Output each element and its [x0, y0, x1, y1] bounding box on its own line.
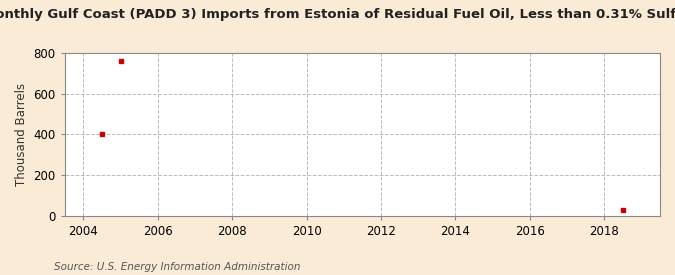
Text: Source: U.S. Energy Information Administration: Source: U.S. Energy Information Administ…: [54, 262, 300, 272]
Y-axis label: Thousand Barrels: Thousand Barrels: [15, 83, 28, 186]
Text: Monthly Gulf Coast (PADD 3) Imports from Estonia of Residual Fuel Oil, Less than: Monthly Gulf Coast (PADD 3) Imports from…: [0, 8, 675, 21]
